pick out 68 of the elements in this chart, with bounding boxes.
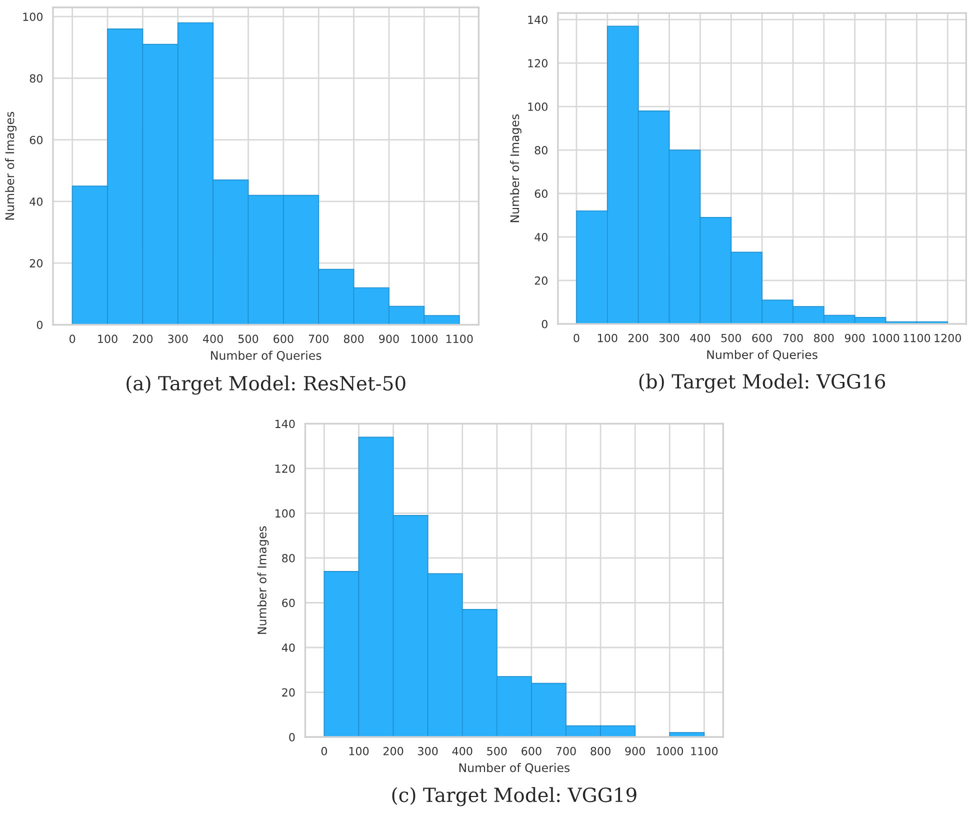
x-tick-label: 1100 (691, 746, 718, 756)
x-tick-label: 800 (590, 746, 610, 756)
y-axis-title: Number of Images (510, 114, 522, 222)
y-tick-label: 40 (534, 232, 548, 242)
x-axis-title: Number of Queries (459, 763, 570, 774)
y-tick-label: 80 (534, 146, 548, 154)
x-tick-label: 900 (625, 746, 645, 756)
x-tick-label: 0 (574, 334, 580, 342)
x-tick-label: 0 (321, 746, 328, 756)
x-tick-label: 1000 (411, 334, 438, 344)
text: (c) Target Model: VGG19 (392, 787, 636, 806)
y-tick-label: 80 (282, 554, 295, 562)
y-tick-label: 0 (289, 732, 295, 742)
x-tick-label: 1000 (872, 334, 900, 342)
y-tick-label: 140 (276, 420, 295, 428)
x-tick-label: 800 (814, 334, 834, 342)
x-tick-label: 900 (844, 334, 865, 342)
x-tick-label: 0 (70, 334, 76, 344)
y-tick-label: 0 (542, 320, 548, 328)
x-tick-label: 100 (98, 334, 118, 344)
x-tick-label: 900 (379, 334, 399, 344)
y-tick-label: 140 (528, 16, 548, 24)
y-tick-label: 20 (534, 276, 548, 285)
x-tick-label: 1100 (904, 334, 930, 342)
x-tick-label: 400 (690, 334, 710, 342)
x-tick-label: 300 (418, 746, 438, 756)
x-tick-label: 700 (556, 746, 576, 756)
x-tick-label: 100 (349, 746, 369, 756)
x-tick-label: 1100 (446, 334, 473, 344)
x-tick-label: 300 (660, 334, 680, 342)
y-tick-label: 40 (30, 197, 43, 206)
x-tick-label: 200 (132, 334, 153, 344)
y-tick-label: 100 (276, 509, 295, 518)
y-tick-label: 40 (282, 643, 295, 652)
text: (a) Target Model: ResNet-50 (126, 376, 406, 395)
y-tick-label: 20 (30, 259, 43, 268)
x-tick-label: 800 (344, 334, 364, 344)
y-tick-label: 60 (534, 189, 548, 198)
x-tick-label: 600 (522, 746, 542, 756)
y-tick-label: 120 (276, 464, 295, 473)
y-tick-label: 60 (282, 598, 295, 608)
x-tick-label: 600 (274, 334, 294, 344)
y-tick-label: 20 (282, 688, 295, 697)
y-tick-label: 80 (30, 74, 43, 83)
x-tick-label: 500 (238, 334, 258, 344)
x-tick-label: 700 (783, 334, 803, 342)
x-tick-label: 300 (168, 334, 188, 344)
y-axis-title: Number of Images (257, 526, 269, 634)
x-tick-label: 400 (203, 334, 223, 344)
x-tick-label: 100 (598, 334, 618, 342)
y-tick-label: 100 (528, 102, 548, 111)
x-tick-label: 1000 (656, 746, 684, 756)
x-tick-label: 200 (384, 746, 404, 756)
text: (b) Target Model: VGG16 (639, 374, 886, 393)
y-tick-label: 60 (30, 136, 43, 144)
x-tick-label: 600 (752, 334, 772, 342)
y-tick-label: 100 (23, 12, 43, 21)
y-tick-label: 0 (36, 320, 43, 330)
x-tick-label: 400 (452, 746, 472, 756)
y-tick-label: 120 (528, 59, 548, 68)
x-axis-title: Number of Queries (707, 350, 818, 360)
y-axis-title: Number of Images (5, 112, 16, 220)
x-tick-label: 500 (721, 334, 741, 342)
x-tick-label: 1200 (934, 334, 962, 342)
x-axis-title: Number of Queries (211, 350, 322, 362)
x-tick-label: 200 (628, 334, 648, 342)
x-tick-label: 500 (487, 746, 507, 756)
x-tick-label: 700 (308, 334, 328, 344)
